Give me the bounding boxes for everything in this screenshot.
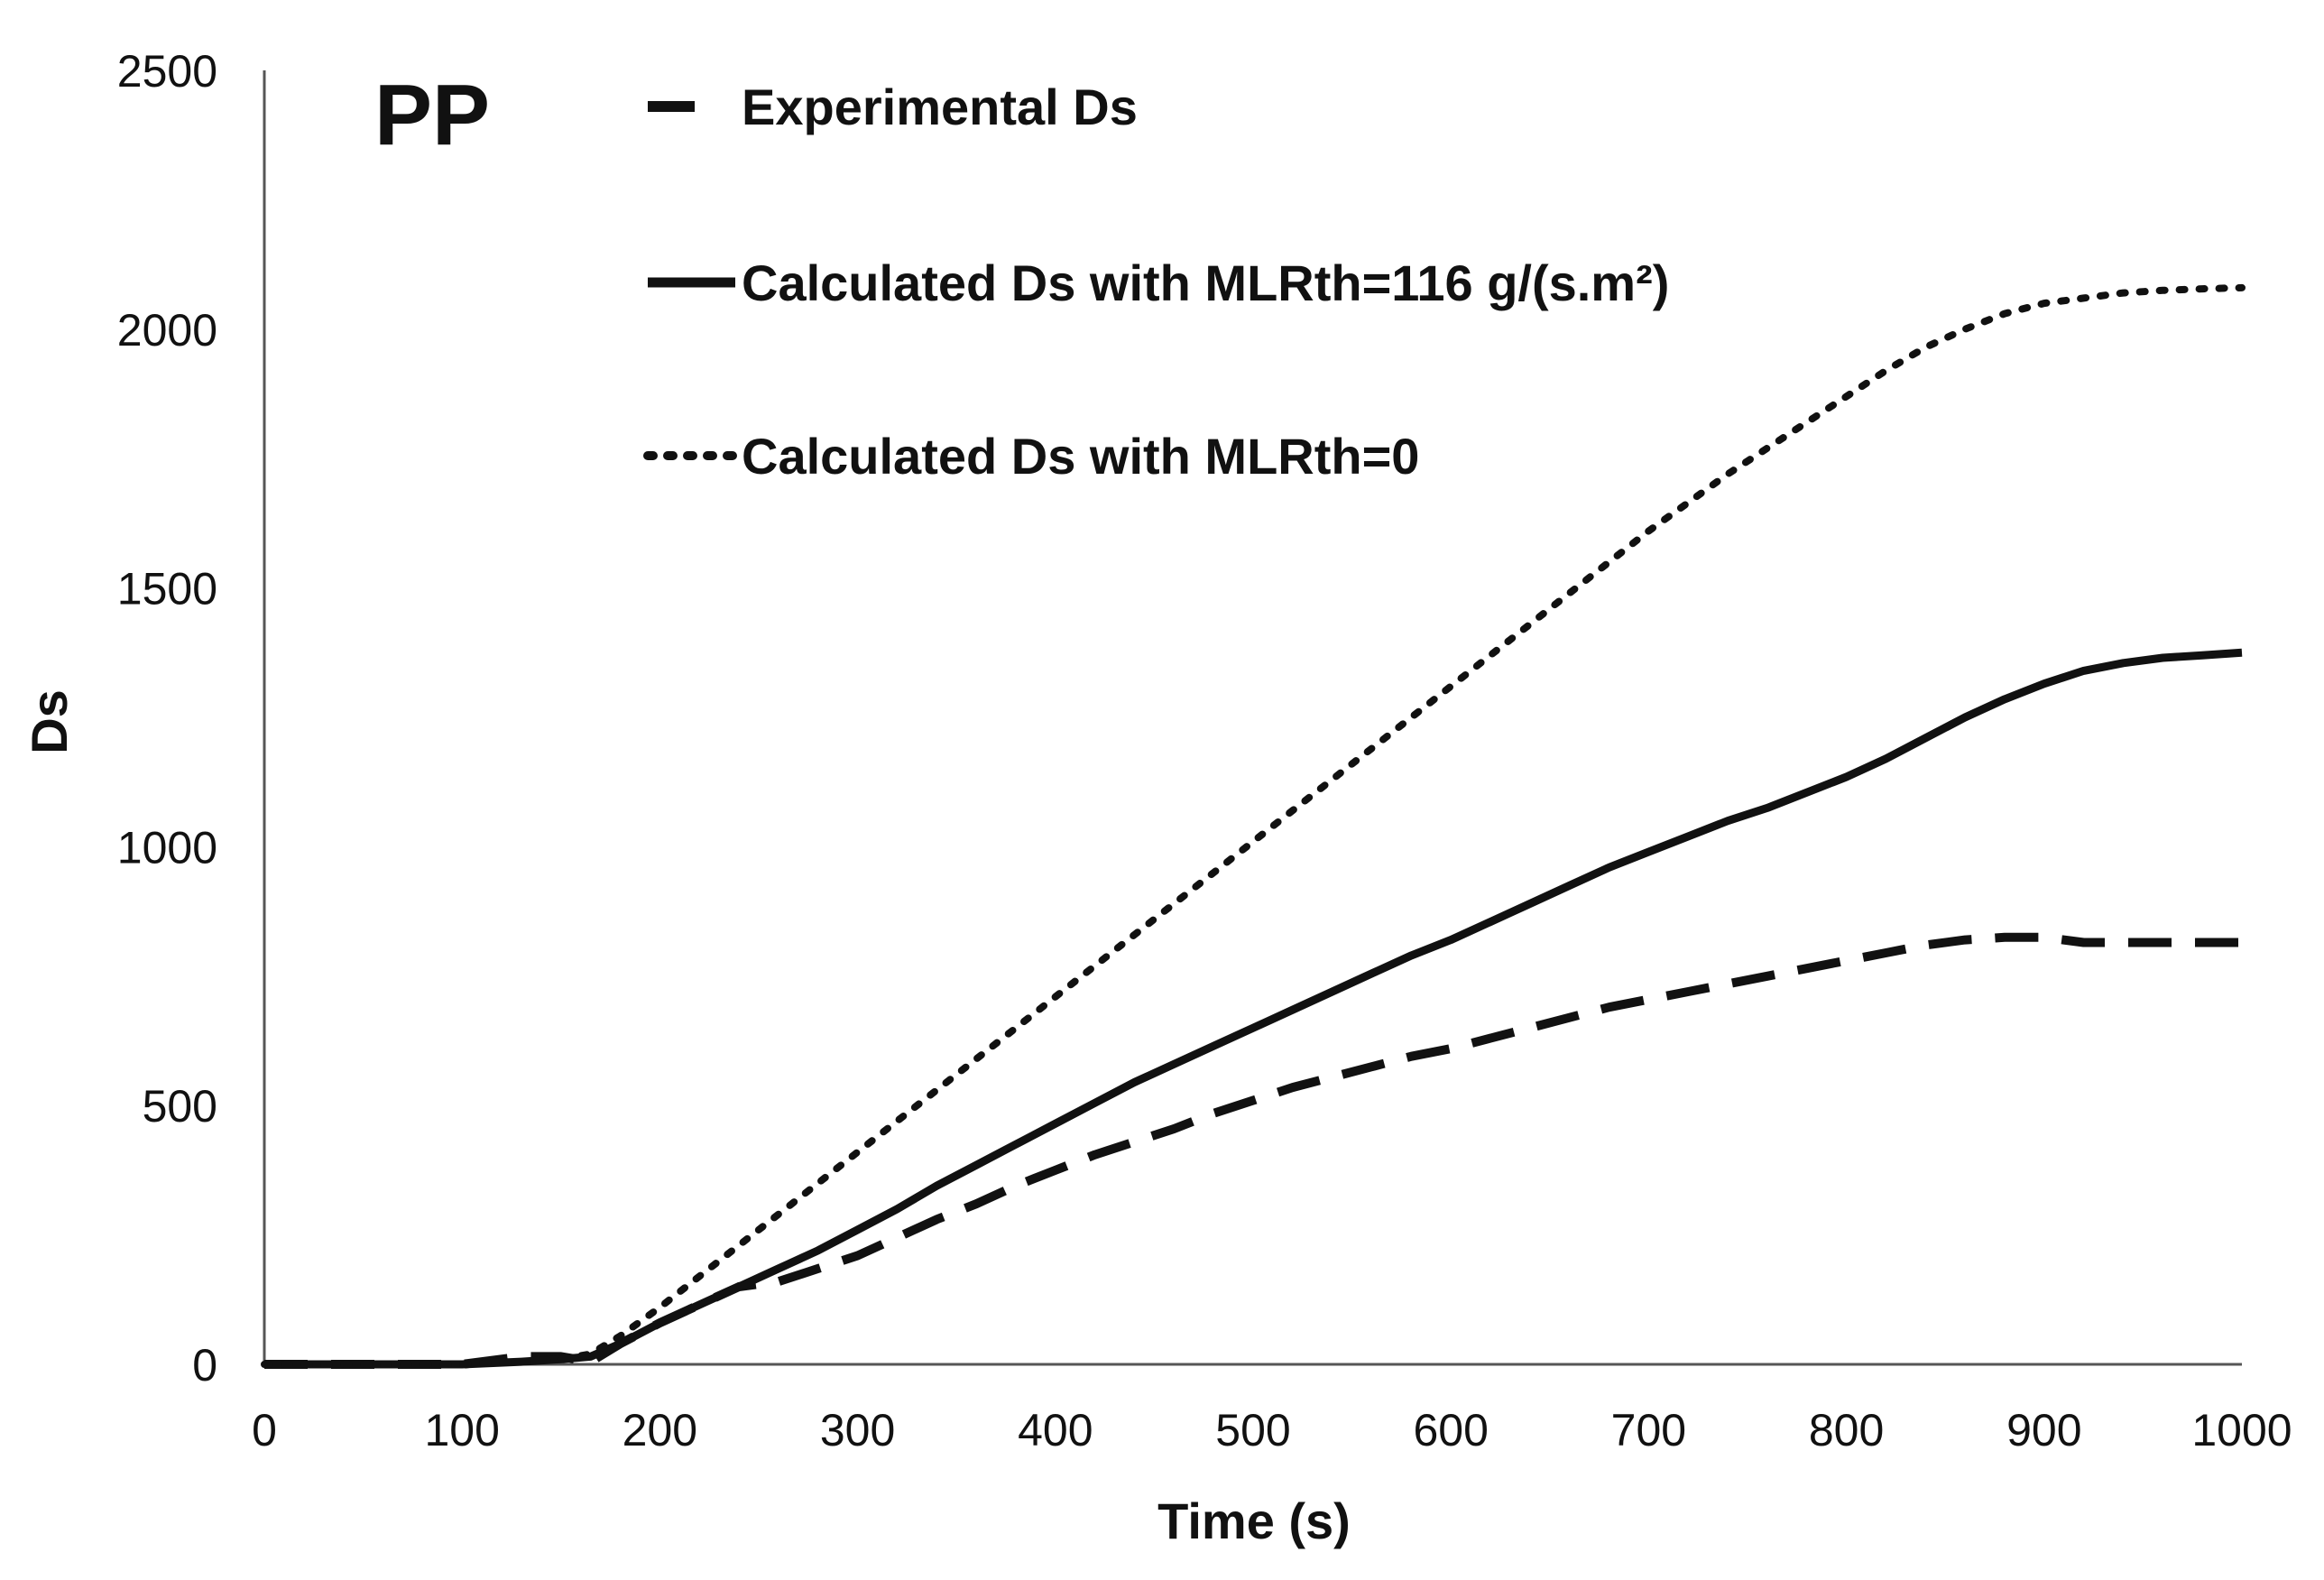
x-tick-label: 0 (252, 1405, 277, 1455)
y-tick-label: 0 (192, 1340, 217, 1391)
x-tick-label: 400 (1018, 1405, 1093, 1455)
series-layer (261, 283, 2246, 1369)
y-tick-label: 1000 (117, 822, 217, 873)
y-tick-label: 2000 (117, 305, 217, 356)
series-line-dashed (264, 932, 2242, 1369)
y-tick-label: 500 (143, 1081, 217, 1132)
series-line-dotted (261, 283, 2246, 1368)
panel-label: PP (374, 67, 490, 163)
y-tick-label: 1500 (117, 564, 217, 614)
x-tick-label: 600 (1413, 1405, 1488, 1455)
x-tick-label: 200 (622, 1405, 697, 1455)
series-line-solid (264, 648, 2243, 1369)
y-tick-label: 2500 (117, 46, 217, 97)
x-tick-label: 300 (820, 1405, 895, 1455)
x-axis-title: Time (s) (1157, 1492, 1351, 1549)
x-tick-label: 500 (1215, 1405, 1290, 1455)
x-tick-label: 800 (1809, 1405, 1884, 1455)
x-tick-label: 900 (2006, 1405, 2081, 1455)
x-tick-label: 100 (424, 1405, 499, 1455)
y-axis-title: Ds (21, 689, 78, 754)
axes-layer: 0 100 200 300 400 500 600 700 800 900 1000 0 500 1000… (117, 46, 2292, 1455)
legend-label: Calculated Ds with MLRth=116 g/(s.m²) (742, 254, 1669, 311)
legend-label: Experimental Ds (742, 79, 1138, 135)
legend-label: Calculated Ds with MLRth=0 (742, 428, 1419, 485)
x-tick-label: 1000 (2191, 1405, 2292, 1455)
x-tick-label: 700 (1611, 1405, 1686, 1455)
legend-layer: Experimental Ds Calculated Ds with MLRth=… (643, 79, 1669, 485)
